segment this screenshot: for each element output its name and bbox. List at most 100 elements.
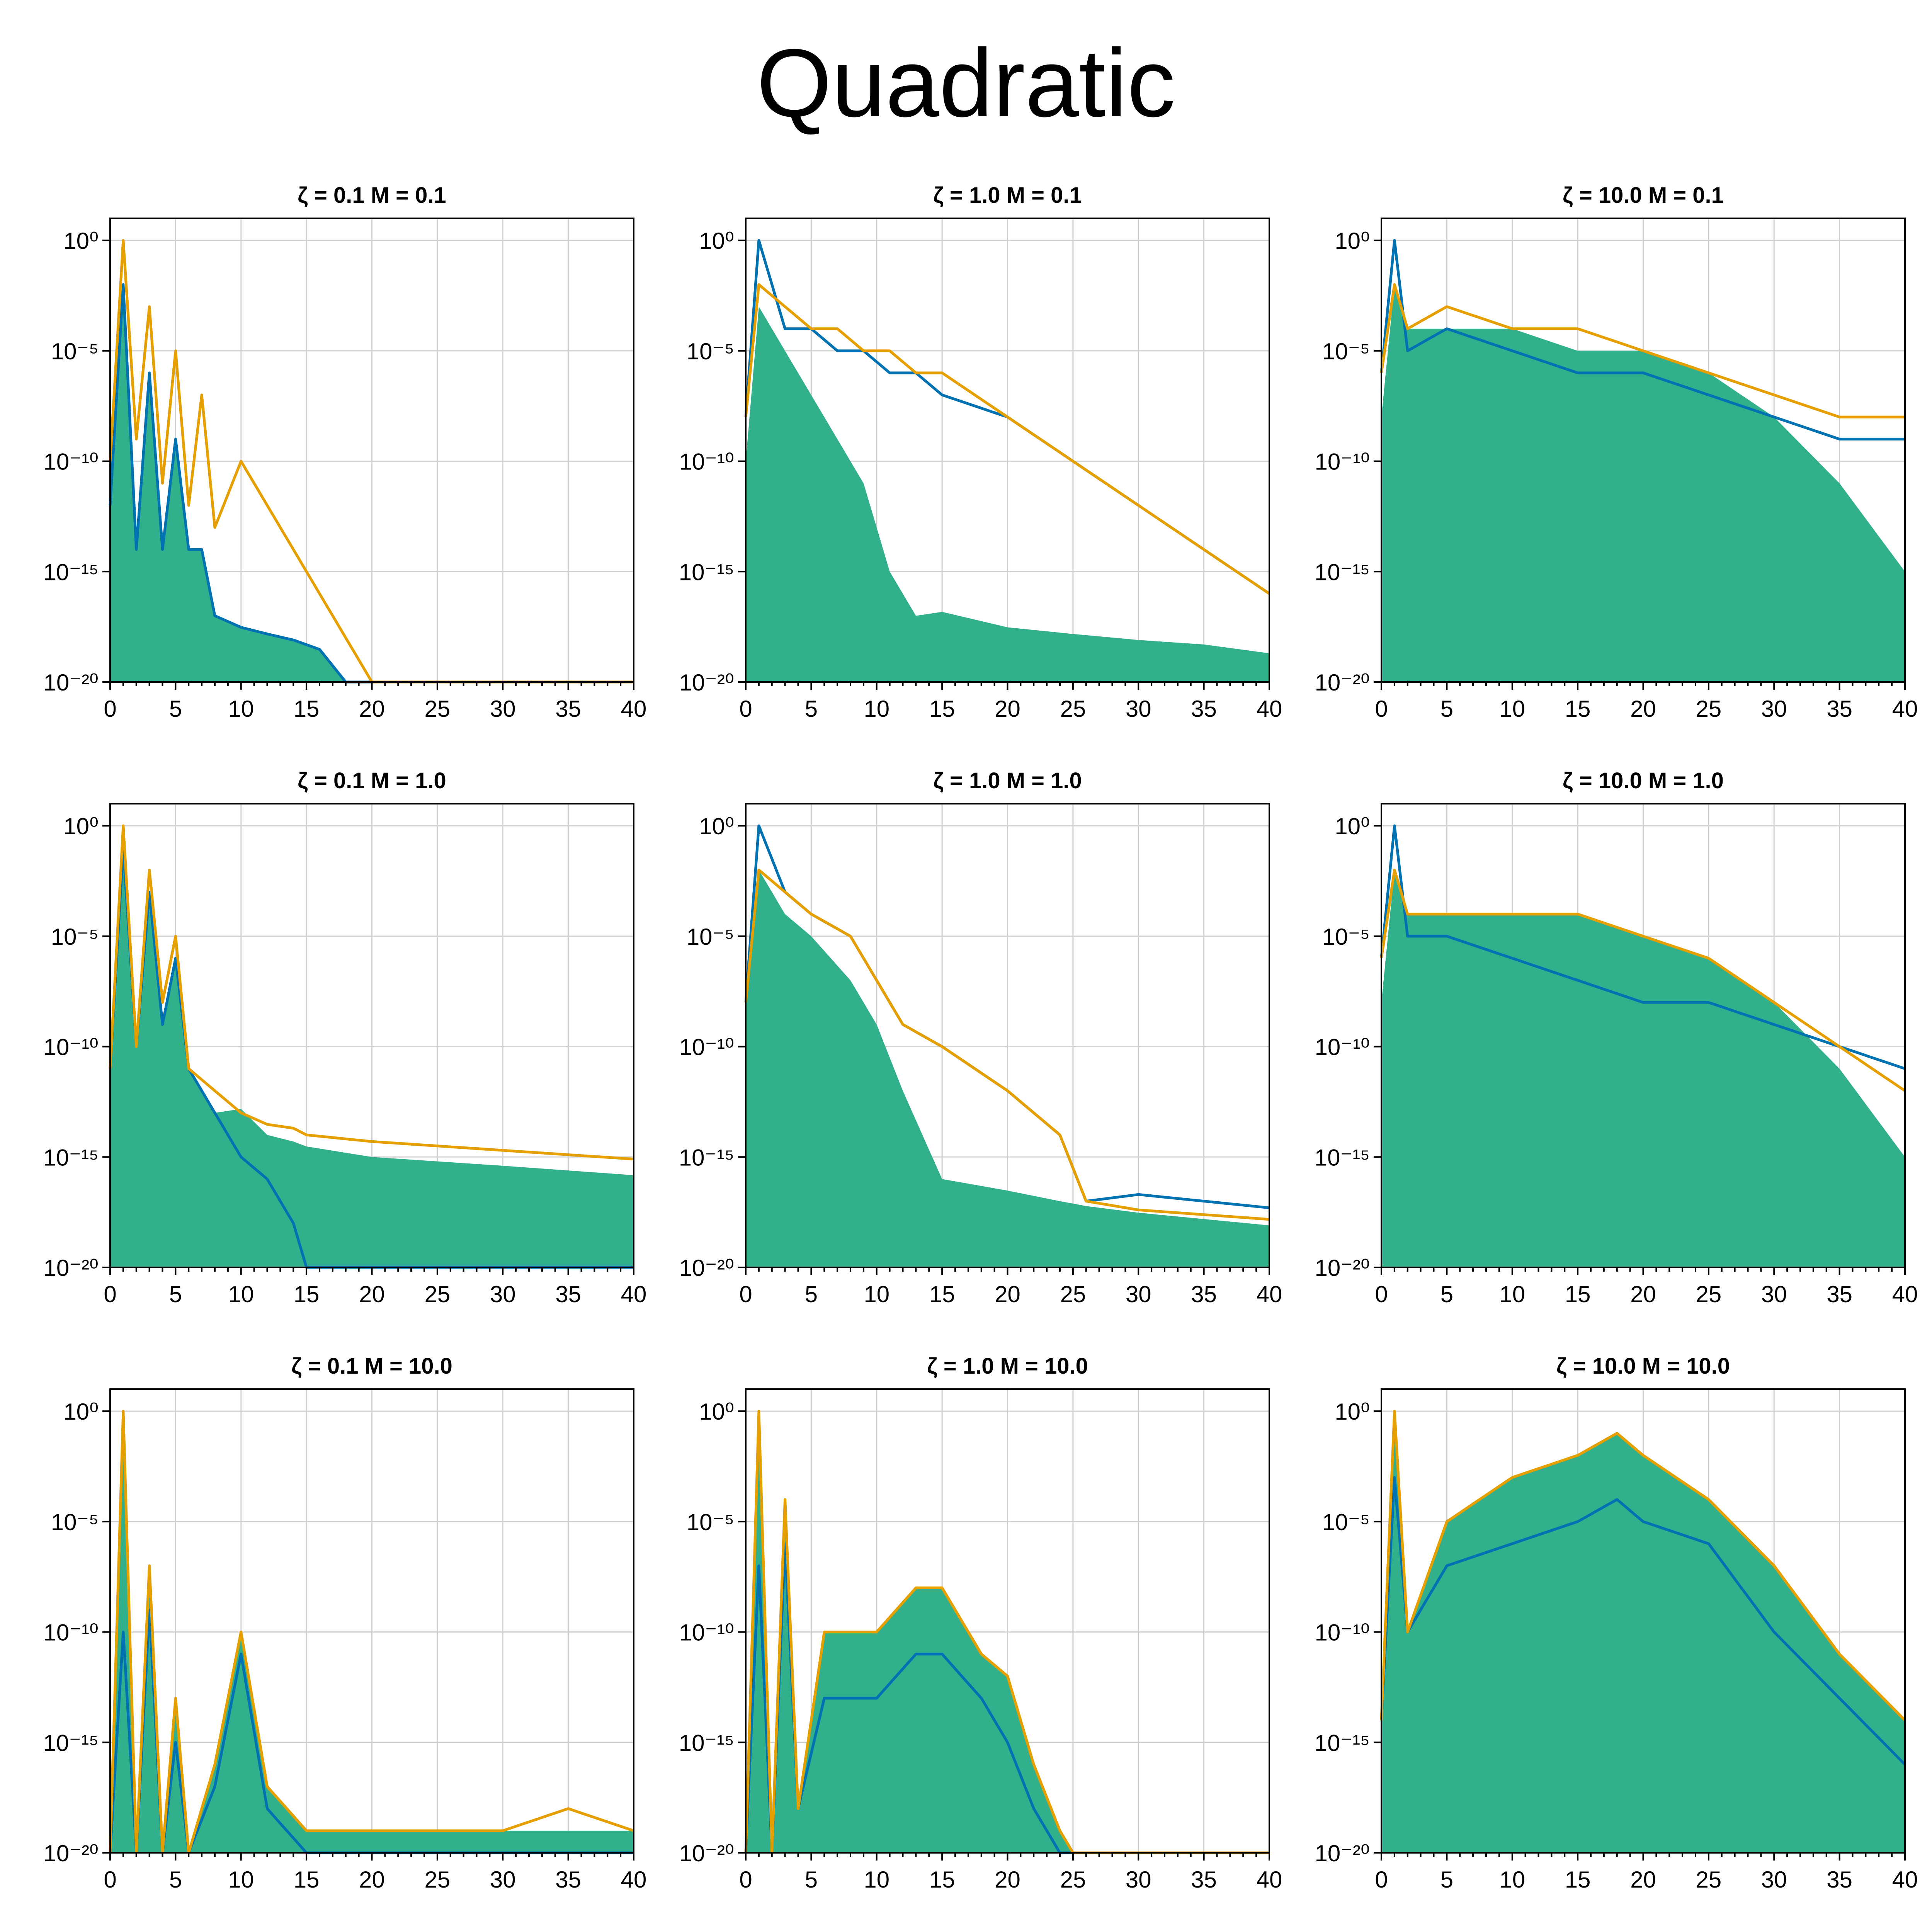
y-tick-label: 10⁻¹⁰ bbox=[679, 1620, 734, 1646]
y-tick-label: 10⁻¹⁰ bbox=[44, 449, 99, 475]
subplot: ζ = 10.0 M = 10.0 0 5 10 15 20 25 30 35 40 10⁻²⁰ 10… bbox=[1315, 1354, 1918, 1893]
x-tick-label: 5 bbox=[805, 1281, 818, 1307]
x-tick-label: 15 bbox=[929, 1281, 955, 1307]
y-tick-label: 10⁻¹⁵ bbox=[43, 1145, 99, 1170]
y-tick-label: 10⁻⁵ bbox=[51, 1509, 99, 1535]
series-line-orange bbox=[744, 868, 1270, 1221]
x-tick-label: 25 bbox=[1060, 1281, 1086, 1307]
x-tick-label: 15 bbox=[929, 1867, 955, 1893]
x-tick-label: 10 bbox=[228, 1867, 254, 1893]
x-tick-label: 35 bbox=[555, 1867, 581, 1893]
x-tick-label: 40 bbox=[1892, 696, 1918, 722]
x-tick-label: 30 bbox=[490, 1867, 516, 1893]
y-tick-label: 10⁻²⁰ bbox=[679, 1255, 734, 1281]
y-tick-label: 10⁻⁵ bbox=[687, 1509, 734, 1535]
x-tick-label: 10 bbox=[864, 1867, 889, 1893]
x-tick-label: 15 bbox=[1565, 696, 1591, 722]
series-line-orange bbox=[1380, 1410, 1906, 1721]
x-tick-label: 35 bbox=[1191, 1867, 1217, 1893]
x-tick-label: 5 bbox=[1440, 696, 1453, 722]
y-tick-label: 10⁻²⁰ bbox=[1315, 1255, 1370, 1281]
x-tick-label: 35 bbox=[555, 696, 581, 722]
y-tick-label: 10⁻²⁰ bbox=[44, 1255, 99, 1281]
x-tick-label: 25 bbox=[425, 1867, 451, 1893]
x-tick-label: 15 bbox=[1565, 1281, 1591, 1307]
y-tick-label: 10⁻¹⁰ bbox=[44, 1034, 99, 1060]
x-tick-label: 5 bbox=[1440, 1867, 1453, 1893]
x-tick-label: 30 bbox=[1126, 1867, 1151, 1893]
x-tick-label: 30 bbox=[1761, 1281, 1787, 1307]
x-tick-label: 40 bbox=[1892, 1281, 1918, 1307]
x-tick-label: 25 bbox=[1696, 696, 1722, 722]
x-tick-label: 0 bbox=[104, 696, 116, 722]
area-fill bbox=[110, 1411, 634, 1853]
x-tick-label: 35 bbox=[555, 1281, 581, 1307]
y-tick-label: 10⁰ bbox=[1335, 813, 1370, 839]
x-tick-label: 20 bbox=[359, 1867, 385, 1893]
x-tick-label: 25 bbox=[1696, 1867, 1722, 1893]
x-tick-label: 15 bbox=[294, 696, 320, 722]
y-tick-label: 10⁻²⁰ bbox=[1315, 670, 1370, 696]
x-tick-label: 40 bbox=[621, 1867, 647, 1893]
series-line-orange bbox=[1380, 283, 1905, 418]
x-tick-label: 10 bbox=[228, 1281, 254, 1307]
x-tick-label: 30 bbox=[1126, 696, 1151, 722]
y-tick-label: 10⁻⁵ bbox=[51, 924, 99, 950]
x-tick-label: 0 bbox=[1375, 696, 1388, 722]
x-tick-label: 35 bbox=[1827, 696, 1852, 722]
y-tick-label: 10⁰ bbox=[699, 813, 734, 839]
x-tick-label: 20 bbox=[1630, 696, 1656, 722]
subplot: ζ = 1.0 M = 0.1 0 5 10 15 20 25 30 35 40 10⁻²⁰ 10⁻¹… bbox=[679, 183, 1282, 722]
x-tick-label: 5 bbox=[169, 696, 182, 722]
x-tick-label: 30 bbox=[1761, 696, 1787, 722]
area-fill bbox=[1381, 284, 1905, 682]
x-tick-label: 25 bbox=[425, 696, 451, 722]
subplot-title: ζ = 1.0 M = 1.0 bbox=[933, 768, 1082, 793]
series-line-orange bbox=[744, 1410, 1269, 1854]
area-fill bbox=[746, 870, 1269, 1267]
x-tick-label: 0 bbox=[104, 1867, 116, 1893]
area-fill bbox=[110, 848, 634, 1267]
subplot: ζ = 0.1 M = 10.0 0 5 10 15 20 25 30 35 40 10⁻²⁰ 10⁻… bbox=[43, 1354, 647, 1893]
x-tick-label: 40 bbox=[621, 1281, 647, 1307]
y-tick-label: 10⁰ bbox=[699, 228, 734, 254]
x-tick-label: 10 bbox=[228, 696, 254, 722]
x-tick-label: 0 bbox=[739, 1867, 752, 1893]
y-tick-label: 10⁻⁵ bbox=[687, 338, 734, 364]
y-tick-label: 10⁻¹⁵ bbox=[679, 1730, 734, 1756]
subplot-title: ζ = 10.0 M = 0.1 bbox=[1563, 183, 1724, 208]
subplot-title: ζ = 0.1 M = 1.0 bbox=[298, 768, 446, 793]
y-tick-label: 10⁻¹⁰ bbox=[44, 1620, 99, 1646]
y-tick-label: 10⁰ bbox=[63, 228, 99, 254]
x-tick-label: 40 bbox=[1257, 1867, 1282, 1893]
y-tick-label: 10⁰ bbox=[1335, 228, 1370, 254]
x-tick-label: 5 bbox=[805, 696, 818, 722]
x-tick-label: 20 bbox=[1630, 1281, 1656, 1307]
y-tick-label: 10⁻²⁰ bbox=[1315, 1840, 1370, 1866]
y-tick-label: 10⁻¹⁰ bbox=[1315, 449, 1370, 475]
subplot: ζ = 1.0 M = 10.0 0 5 10 15 20 25 30 35 40 10⁻²⁰ 10⁻… bbox=[679, 1354, 1282, 1893]
x-tick-label: 0 bbox=[1375, 1281, 1388, 1307]
subplot-title: ζ = 0.1 M = 10.0 bbox=[291, 1354, 452, 1379]
x-tick-label: 20 bbox=[995, 1281, 1020, 1307]
series-line-orange bbox=[109, 1410, 634, 1854]
series-line-orange bbox=[109, 239, 634, 684]
x-tick-label: 5 bbox=[1440, 1281, 1453, 1307]
x-tick-label: 30 bbox=[490, 696, 516, 722]
y-tick-label: 10⁻¹⁰ bbox=[679, 449, 734, 475]
x-tick-label: 40 bbox=[1257, 696, 1282, 722]
subplot: ζ = 0.1 M = 1.0 0 5 10 15 20 25 30 35 40 10⁻²⁰ 10⁻¹… bbox=[43, 768, 647, 1307]
subplot-title: ζ = 1.0 M = 10.0 bbox=[927, 1354, 1088, 1379]
y-tick-label: 10⁻¹⁵ bbox=[43, 1730, 99, 1756]
y-tick-label: 10⁻¹⁰ bbox=[1315, 1620, 1370, 1646]
x-tick-label: 25 bbox=[1696, 1281, 1722, 1307]
y-tick-label: 10⁻⁵ bbox=[1322, 924, 1370, 950]
x-tick-label: 30 bbox=[490, 1281, 516, 1307]
series-line-orange bbox=[109, 824, 634, 1161]
y-tick-label: 10⁻¹⁵ bbox=[679, 1145, 734, 1170]
x-tick-label: 15 bbox=[929, 696, 955, 722]
x-tick-label: 15 bbox=[294, 1867, 320, 1893]
y-tick-label: 10⁻¹⁵ bbox=[43, 559, 99, 585]
x-tick-label: 10 bbox=[864, 696, 889, 722]
y-tick-label: 10⁻¹⁵ bbox=[1315, 1145, 1370, 1170]
